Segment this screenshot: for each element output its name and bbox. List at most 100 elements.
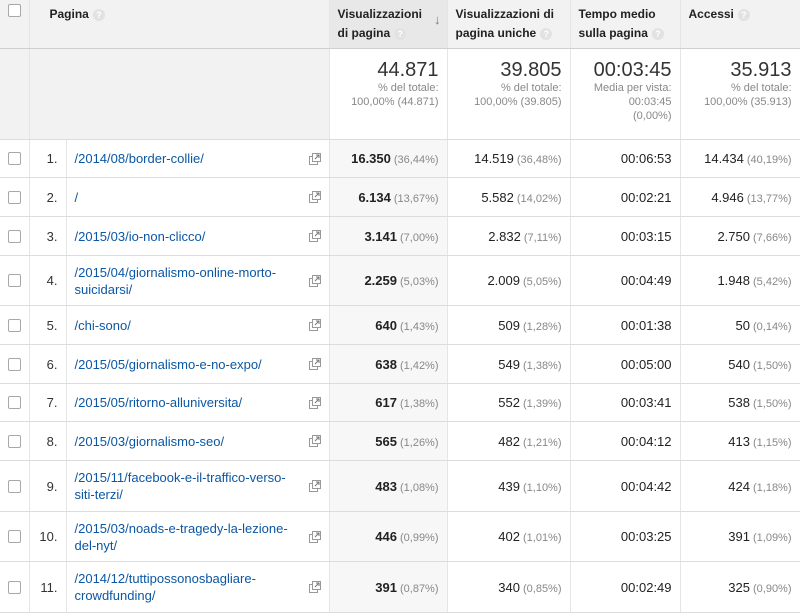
time-cell: 00:04:12 — [570, 421, 681, 461]
unique-pct: (1,21%) — [522, 436, 562, 449]
col-page[interactable]: Pagina? — [29, 0, 330, 49]
entrances-cell: 391 (1,09%) — [680, 511, 800, 562]
total-time-avg: 00:03:45 — [628, 96, 672, 108]
col-time[interactable]: Tempo medio sulla pagina? — [570, 0, 681, 49]
page-link[interactable]: /chi-sono/ — [74, 317, 131, 333]
open-external-icon[interactable] — [308, 480, 321, 492]
page-cell: /chi-sono/ — [66, 305, 330, 345]
entrances-value: 540 — [728, 356, 750, 372]
entrances-cell: 538 (1,50%) — [680, 383, 800, 422]
row-checkbox[interactable] — [7, 357, 21, 371]
views-value: 16.350 — [351, 151, 391, 166]
row-select-cell — [0, 177, 30, 217]
total-views-label: % del totale: — [377, 82, 439, 94]
row-select-cell — [0, 561, 30, 613]
unique-pct: (0,85%) — [522, 582, 562, 595]
row-checkbox[interactable] — [7, 152, 21, 165]
total-views-pct: 100,00% (44.871) — [351, 96, 439, 108]
time-cell: 00:04:42 — [570, 460, 681, 512]
views-cell: 2.259 (5,03%) — [329, 255, 448, 306]
open-external-icon[interactable] — [308, 581, 321, 593]
help-icon[interactable]: ? — [651, 27, 664, 40]
views-pct: (7,00%) — [399, 231, 439, 244]
help-icon[interactable]: ? — [92, 8, 105, 21]
page-cell: /2015/04/giornalismo-online-morto-suicid… — [66, 255, 330, 306]
open-external-icon[interactable] — [308, 230, 321, 242]
row-checkbox[interactable] — [7, 530, 21, 543]
open-external-icon[interactable] — [308, 274, 321, 287]
open-external-icon[interactable] — [308, 319, 321, 331]
totals-spacer — [0, 48, 30, 140]
views-pct: (1,42%) — [399, 359, 439, 372]
views-value: 565 — [375, 433, 397, 449]
time-value: 00:01:38 — [620, 317, 672, 333]
total-unique-pct: 100,00% (39.805) — [474, 96, 562, 108]
page-link[interactable]: /2015/03/giornalismo-seo/ — [74, 433, 225, 449]
unique-cell: 509 (1,28%) — [447, 305, 571, 345]
table-row: 4./2015/04/giornalismo-online-morto-suic… — [0, 255, 800, 306]
page-link[interactable]: /2015/05/giornalismo-e-no-expo/ — [74, 356, 262, 372]
row-checkbox[interactable] — [7, 434, 21, 448]
help-icon[interactable]: ? — [394, 27, 407, 40]
row-select-cell — [0, 460, 30, 512]
entrances-value: 413 — [728, 433, 750, 449]
row-checkbox[interactable] — [7, 479, 21, 493]
table-header-row: Pagina? Visualizzazioni di pagina? ↓ Visu… — [0, 0, 800, 49]
time-value: 00:03:25 — [620, 529, 672, 544]
row-select-cell — [0, 216, 30, 256]
row-checkbox[interactable] — [7, 229, 21, 243]
row-index: 8. — [29, 421, 67, 461]
page-cell: /2015/05/ritorno-alluniversita/ — [66, 383, 330, 422]
row-checkbox[interactable] — [7, 190, 21, 204]
views-pct: (1,26%) — [399, 436, 439, 449]
select-all-checkbox[interactable] — [7, 4, 21, 17]
open-external-icon[interactable] — [308, 358, 321, 370]
col-views[interactable]: Visualizzazioni di pagina? ↓ — [329, 0, 448, 49]
unique-cell: 2.832 (7,11%) — [447, 216, 571, 256]
help-icon[interactable]: ? — [737, 8, 750, 21]
views-cell: 565 (1,26%) — [329, 421, 448, 461]
views-pct: (0,87%) — [399, 582, 439, 595]
entrances-cell: 2.750 (7,66%) — [680, 216, 800, 256]
page-link[interactable]: /2015/03/noads-e-tragedy-la-lezione-del-… — [74, 520, 288, 553]
help-icon[interactable]: ? — [540, 27, 553, 40]
unique-value: 552 — [498, 395, 520, 410]
views-value: 638 — [375, 356, 397, 372]
row-select-cell — [0, 305, 30, 345]
page-cell: /2015/03/io-non-clicco/ — [66, 216, 330, 256]
page-link[interactable]: /2015/05/ritorno-alluniversita/ — [74, 395, 243, 410]
views-value: 391 — [375, 579, 397, 595]
entrances-cell: 4.946 (13,77%) — [680, 177, 800, 217]
open-external-icon[interactable] — [308, 396, 321, 409]
views-cell: 3.141 (7,00%) — [329, 216, 448, 256]
col-unique[interactable]: Visualizzazioni di pagina uniche? — [447, 0, 571, 49]
page-link[interactable]: /2015/03/io-non-clicco/ — [74, 228, 206, 244]
time-cell: 00:05:00 — [570, 344, 681, 384]
row-select-cell — [0, 344, 30, 384]
row-select-cell — [0, 139, 30, 178]
col-entrances[interactable]: Accessi? — [680, 0, 800, 49]
sort-descending-icon[interactable]: ↓ — [434, 12, 441, 27]
row-checkbox[interactable] — [7, 274, 21, 287]
entrances-pct: (40,19%) — [746, 154, 792, 166]
page-link[interactable]: /2014/08/border-collie/ — [74, 151, 204, 166]
page-link[interactable]: /2015/11/facebook-e-il-traffico-verso-si… — [74, 470, 286, 502]
page-link[interactable]: /2015/04/giornalismo-online-morto-suicid… — [74, 264, 277, 297]
entrances-value: 1.948 — [717, 273, 750, 288]
open-external-icon[interactable] — [308, 191, 321, 203]
page-link[interactable]: /2014/12/tuttipossonosbagliare-crowdfund… — [74, 571, 256, 603]
row-checkbox[interactable] — [7, 318, 21, 332]
row-checkbox[interactable] — [7, 396, 21, 409]
row-checkbox[interactable] — [7, 580, 21, 594]
total-entrances-value: 35.913 — [730, 59, 792, 81]
open-external-icon[interactable] — [308, 530, 321, 543]
row-index: 5. — [29, 305, 67, 345]
open-external-icon[interactable] — [308, 435, 321, 447]
open-external-icon[interactable] — [308, 152, 321, 165]
row-select-cell — [0, 511, 30, 562]
views-value: 2.259 — [364, 273, 397, 288]
page-link[interactable]: / — [74, 189, 79, 205]
views-value: 483 — [375, 478, 397, 494]
table-row: 6. /2015/05/giornalismo-e-no-expo/638 (1,4… — [0, 344, 800, 384]
